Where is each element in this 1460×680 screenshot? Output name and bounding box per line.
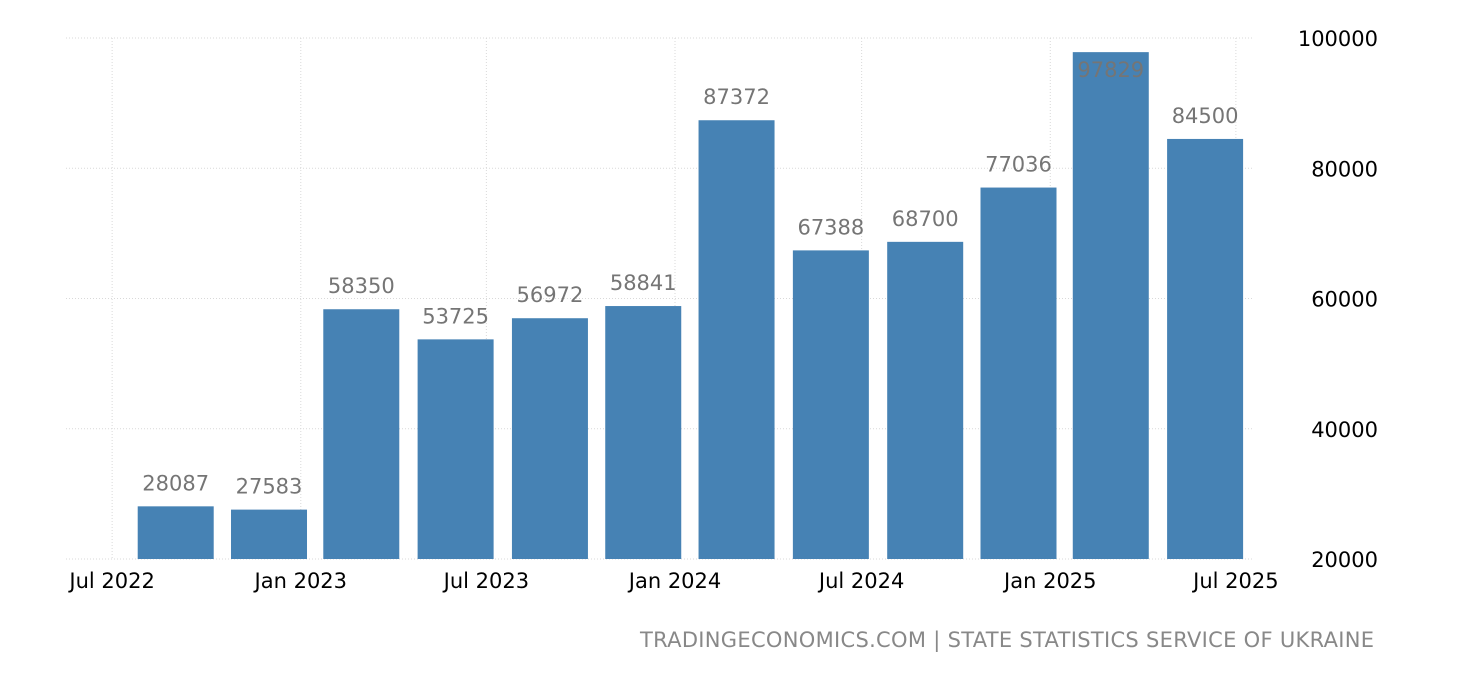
data-label: 53725 [422, 304, 489, 328]
data-label: 27583 [236, 475, 303, 499]
data-label: 87372 [703, 85, 770, 109]
y-tick-label: 80000 [1311, 157, 1378, 181]
y-tick-label: 40000 [1311, 418, 1378, 442]
x-tick-label: Jan 2024 [627, 569, 722, 593]
bar [231, 509, 308, 559]
data-label: 28087 [142, 471, 209, 495]
y-tick-label: 100000 [1298, 27, 1378, 51]
bar [792, 250, 869, 559]
bar [511, 318, 588, 559]
x-axis: Jul 2022 Jan 2023 Jul 2023 Jan 2024 Jul 2024… [67, 569, 1278, 593]
bar [323, 309, 400, 559]
x-tick-label: Jul 2022 [67, 569, 154, 593]
data-label: 77036 [985, 153, 1052, 177]
y-tick-label: 60000 [1311, 288, 1378, 312]
data-label: 58841 [610, 271, 677, 295]
bar [605, 306, 682, 559]
data-labels: 28087 27583 58350 53725 56972 58841 87372 67388… [142, 58, 1238, 498]
data-label: 56972 [517, 283, 584, 307]
bar [698, 120, 775, 559]
y-axis: 20000 40000 60000 80000 100000 [1298, 27, 1378, 572]
data-label: 68700 [892, 207, 959, 231]
bar [887, 241, 964, 559]
data-label: 84500 [1172, 104, 1239, 128]
bar [417, 339, 494, 559]
x-tick-label: Jan 2025 [1002, 569, 1097, 593]
x-tick-label: Jul 2024 [817, 569, 904, 593]
data-label: 58350 [328, 274, 395, 298]
y-tick-label: 20000 [1311, 548, 1378, 572]
bar [1072, 52, 1149, 559]
x-tick-label: Jan 2023 [253, 569, 348, 593]
source-attribution: TRADINGECONOMICS.COM | STATE STATISTICS … [640, 628, 1375, 652]
bars [137, 52, 1244, 560]
data-label: 67388 [797, 215, 864, 239]
data-label: 97829 [1077, 58, 1144, 82]
bar [137, 506, 214, 559]
bar [1167, 138, 1244, 559]
bar [980, 187, 1057, 560]
x-tick-label: Jul 2023 [442, 569, 529, 593]
x-tick-label: Jul 2025 [1191, 569, 1278, 593]
